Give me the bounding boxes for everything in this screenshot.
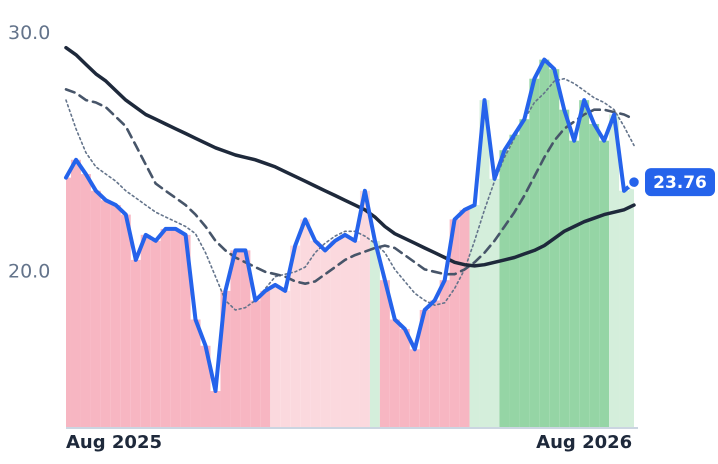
price-area <box>359 190 370 428</box>
last-value-badge <box>645 168 715 197</box>
price-area <box>150 240 161 428</box>
price-area <box>300 219 311 428</box>
price-area <box>110 205 121 428</box>
price-area <box>419 309 430 428</box>
moving-average-line <box>64 45 636 268</box>
price-area <box>70 159 81 428</box>
last-point <box>626 174 642 190</box>
price-area <box>549 69 560 428</box>
price-area <box>429 300 440 428</box>
price-area <box>130 259 141 428</box>
price-area <box>509 134 520 428</box>
price-area <box>599 140 610 428</box>
price-area <box>190 319 201 428</box>
price-area <box>469 205 480 428</box>
price-area <box>559 109 570 429</box>
price-area <box>230 250 241 428</box>
price-area <box>240 250 251 428</box>
last-value-label: 23.76 <box>653 173 707 193</box>
y-tick-label: 30.0 <box>8 22 50 44</box>
x-tick-label: Aug 2026 <box>536 432 632 453</box>
price-line <box>64 57 636 393</box>
price-area <box>120 214 131 428</box>
price-area <box>609 114 620 428</box>
price-area <box>529 78 540 428</box>
price-area <box>389 319 400 428</box>
price-area <box>449 219 460 428</box>
price-area <box>170 228 181 428</box>
price-area <box>589 123 600 428</box>
price-area <box>409 349 420 428</box>
price-area <box>619 190 630 428</box>
price-area <box>250 300 261 428</box>
price-area <box>140 234 151 428</box>
price-area <box>310 240 321 428</box>
price-area <box>369 240 380 428</box>
price-area <box>290 245 301 428</box>
price-area <box>220 290 231 428</box>
price-area <box>499 150 510 428</box>
price-area <box>200 345 211 428</box>
price-area <box>280 290 291 428</box>
price-area <box>519 119 530 428</box>
price-area <box>90 190 101 428</box>
price-area <box>579 100 590 429</box>
price-area <box>260 290 271 428</box>
price-area <box>379 280 390 428</box>
price-area <box>66 177 71 428</box>
price-area <box>80 174 91 428</box>
price-area <box>350 240 360 428</box>
price-area <box>439 280 450 428</box>
price-area <box>399 329 410 428</box>
price-area <box>210 391 221 428</box>
price-area <box>489 178 500 428</box>
price-area <box>180 234 191 428</box>
price-area <box>330 240 341 428</box>
price-area <box>270 284 281 428</box>
price-area <box>160 228 171 428</box>
x-tick-label: Aug 2025 <box>66 432 162 453</box>
price-area <box>100 200 111 428</box>
price-area <box>569 140 580 428</box>
price-area <box>459 209 470 428</box>
price-area <box>320 250 331 428</box>
y-tick-label: 20.0 <box>8 260 50 282</box>
price-area <box>340 234 350 428</box>
moving-average-line <box>64 88 636 285</box>
price-area <box>629 182 634 428</box>
moving-average-line <box>65 77 635 311</box>
